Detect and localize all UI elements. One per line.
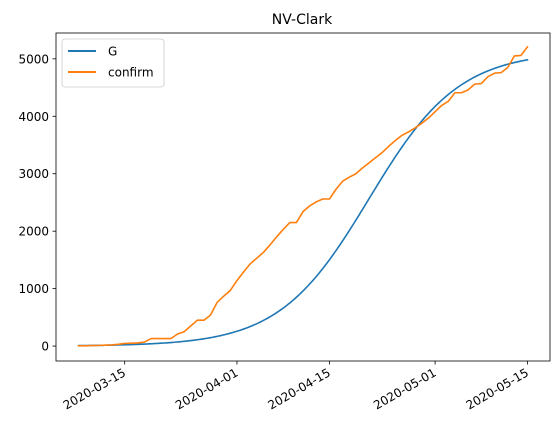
y-tick-label: 2000 bbox=[18, 225, 49, 239]
series-line-g bbox=[77, 58, 529, 347]
chart-title: NV-Clark bbox=[272, 12, 333, 28]
plot-frame bbox=[55, 32, 551, 362]
x-tick-label: 2020-05-01 bbox=[371, 365, 438, 412]
x-axis: 2020-03-15 2020-04-01 2020-04-15 2020-05-01… bbox=[61, 361, 531, 412]
legend-label-g: G bbox=[108, 45, 117, 59]
legend-label-confirm: confirm bbox=[108, 66, 154, 80]
y-tick-label: 0 bbox=[41, 340, 49, 354]
x-tick-label: 2020-03-15 bbox=[61, 365, 128, 412]
legend: G confirm bbox=[61, 38, 165, 88]
y-tick-label: 3000 bbox=[18, 167, 49, 181]
y-tick-label: 5000 bbox=[18, 52, 49, 66]
y-tick-label: 4000 bbox=[18, 110, 49, 124]
x-tick-label: 2020-04-15 bbox=[266, 365, 333, 412]
y-axis: 0 1000 2000 3000 4000 5000 bbox=[18, 52, 56, 354]
series-layer bbox=[77, 45, 529, 347]
series-line-confirm bbox=[77, 45, 529, 347]
y-tick-label: 1000 bbox=[18, 282, 49, 296]
x-tick-label: 2020-04-01 bbox=[173, 365, 240, 412]
x-tick-label: 2020-05-15 bbox=[464, 365, 531, 412]
